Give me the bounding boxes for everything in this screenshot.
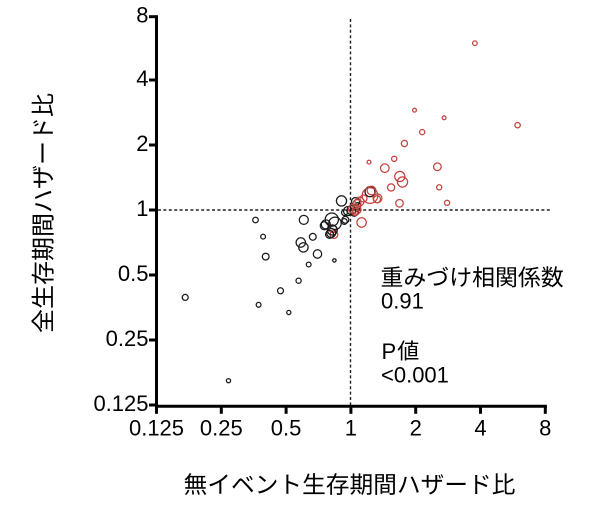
- svg-text:2: 2: [136, 131, 148, 156]
- svg-text:0.125: 0.125: [129, 416, 184, 441]
- svg-text:0.25: 0.25: [106, 326, 149, 351]
- svg-text:4: 4: [136, 66, 148, 91]
- svg-text:8: 8: [136, 3, 148, 28]
- svg-text:1: 1: [345, 416, 357, 441]
- svg-text:0.91: 0.91: [381, 289, 424, 314]
- svg-text:0.5: 0.5: [118, 261, 149, 286]
- svg-text:4: 4: [474, 416, 486, 441]
- svg-text:P: P: [382, 339, 397, 364]
- svg-text:0.5: 0.5: [271, 416, 302, 441]
- svg-text:2: 2: [410, 416, 422, 441]
- svg-text:0.25: 0.25: [200, 416, 243, 441]
- svg-text:1: 1: [136, 196, 148, 221]
- svg-text:8: 8: [539, 416, 551, 441]
- svg-text:0.125: 0.125: [93, 391, 148, 416]
- svg-text:<0.001: <0.001: [381, 363, 449, 388]
